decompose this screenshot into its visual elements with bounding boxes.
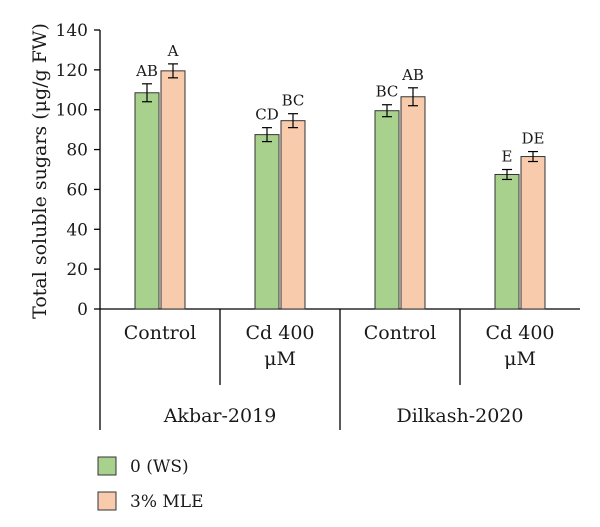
significance-letter: DE bbox=[522, 130, 545, 148]
significance-letter: AB bbox=[135, 62, 158, 80]
y-tick-label: 140 bbox=[56, 21, 88, 41]
error-bars bbox=[142, 63, 538, 181]
x-category-label: Control bbox=[124, 322, 196, 344]
x-axis-category-labels: Control Cd 400 μM Control Cd 400 μM bbox=[124, 322, 555, 370]
y-tick-label: 100 bbox=[56, 101, 88, 121]
bar-0-0-1 bbox=[160, 70, 186, 310]
y-axis-ticks: 0 20 40 60 80 100 120 140 bbox=[56, 21, 100, 320]
significance-letter: A bbox=[167, 42, 179, 60]
y-tick-label: 0 bbox=[77, 300, 88, 320]
bar-0-1-0 bbox=[254, 134, 280, 310]
x-category-label: Control bbox=[364, 322, 436, 344]
significance-letter: E bbox=[502, 148, 513, 166]
bar-1-0-1 bbox=[400, 96, 426, 310]
legend: 0 (WS) 3% MLE bbox=[97, 456, 203, 512]
x-group-label: Dilkash-2020 bbox=[397, 405, 524, 427]
significance-letter: AB bbox=[401, 66, 424, 84]
x-category-label: Cd 400 bbox=[245, 322, 314, 344]
x-category-label: Cd 400 bbox=[485, 322, 554, 344]
y-tick-label: 60 bbox=[66, 180, 88, 200]
x-category-label: μM bbox=[264, 348, 296, 370]
bar-0-1-1 bbox=[280, 120, 306, 310]
legend-label: 3% MLE bbox=[130, 492, 203, 512]
bars bbox=[134, 70, 546, 310]
y-tick-label: 120 bbox=[56, 61, 88, 81]
y-tick-label: 20 bbox=[66, 260, 88, 280]
bar-1-1-0 bbox=[494, 173, 520, 310]
bar-0-0-0 bbox=[134, 92, 160, 310]
significance-letter: BC bbox=[376, 83, 399, 101]
significance-letter: CD bbox=[255, 106, 279, 124]
bar-1-1-1 bbox=[520, 156, 546, 310]
significance-letter: BC bbox=[282, 92, 305, 110]
y-axis-title: Total soluble sugars (μg/g FW) bbox=[29, 23, 51, 319]
y-tick-label: 80 bbox=[66, 141, 88, 161]
bar-1-0-0 bbox=[374, 110, 400, 310]
x-axis-group-labels: Akbar-2019 Dilkash-2020 bbox=[163, 405, 524, 427]
x-category-label: μM bbox=[504, 348, 536, 370]
y-tick-label: 40 bbox=[66, 220, 88, 240]
legend-label: 0 (WS) bbox=[130, 457, 189, 477]
x-group-label: Akbar-2019 bbox=[163, 405, 277, 427]
legend-swatch bbox=[97, 491, 117, 511]
legend-swatch bbox=[97, 456, 117, 476]
